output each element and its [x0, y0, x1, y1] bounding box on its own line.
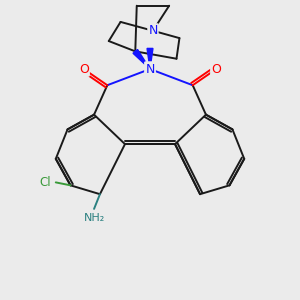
Text: N: N [145, 62, 155, 76]
Text: NH₂: NH₂ [83, 213, 105, 223]
Text: N: N [148, 24, 158, 37]
Polygon shape [147, 48, 153, 69]
Text: Cl: Cl [40, 176, 51, 189]
Text: N: N [145, 62, 155, 76]
Text: Cl: Cl [40, 176, 51, 189]
Polygon shape [133, 50, 150, 69]
Text: O: O [211, 62, 221, 76]
Text: O: O [79, 62, 89, 76]
Text: NH₂: NH₂ [83, 213, 105, 223]
Text: O: O [79, 62, 89, 76]
Text: O: O [211, 62, 221, 76]
